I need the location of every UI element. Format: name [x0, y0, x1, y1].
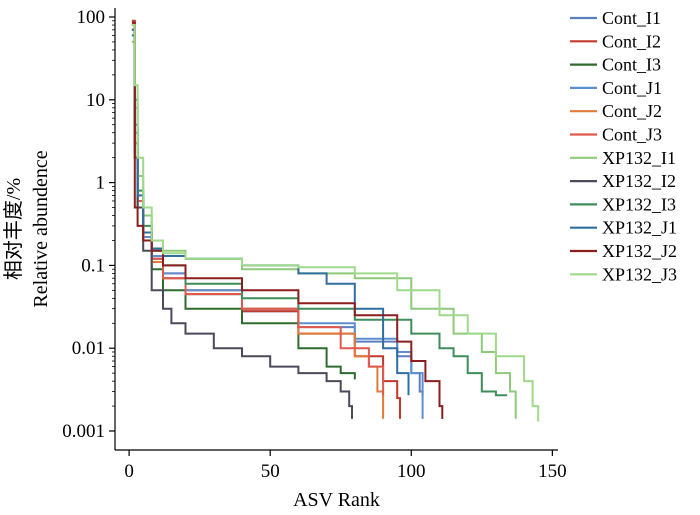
series-line-cont-j3	[131, 21, 385, 396]
y-axis-title-cn: 相对丰度/%	[2, 178, 25, 280]
legend-label: Cont_J2	[602, 101, 662, 121]
legend-label: Cont_J3	[602, 125, 662, 145]
y-tick-label: 0.1	[81, 255, 105, 276]
legend-label: Cont_I3	[602, 55, 661, 75]
x-tick-label: 0	[124, 461, 134, 482]
plot-area	[131, 19, 540, 422]
legend-label: XP132_I1	[602, 148, 676, 168]
series-line-cont-j2	[131, 28, 385, 419]
legend-label: XP132_J1	[602, 218, 677, 238]
legend-label: Cont_I1	[602, 8, 661, 28]
x-tick-label: 150	[538, 461, 567, 482]
y-tick-label: 1	[96, 173, 106, 194]
x-axis-title: ASV Rank	[293, 489, 380, 511]
legend-label: XP132_J2	[602, 241, 677, 261]
legend-label: Cont_I2	[602, 31, 661, 51]
y-axis: 0.001 0.01 0.1 1 10 100	[62, 7, 116, 450]
series-line-xp132-j2	[131, 21, 444, 419]
series-line-cont-i2	[131, 19, 401, 419]
y-tick-label: 100	[77, 7, 106, 28]
series-line-cont-i1	[131, 34, 424, 396]
series-line-xp132-i3	[131, 34, 508, 397]
y-axis-title-en: Relative abundence	[30, 150, 52, 307]
y-tick-label: 0.01	[72, 338, 105, 359]
y-tick-label: 0.001	[62, 421, 105, 442]
legend-label: Cont_J1	[602, 78, 662, 98]
series-line-xp132-j1	[131, 28, 410, 396]
x-axis: 0 50 100 150	[115, 449, 567, 482]
y-tick-label: 10	[86, 90, 105, 111]
series-line-cont-j1	[131, 24, 424, 419]
legend-label: XP132_I3	[602, 194, 676, 214]
series-line-xp132-i2	[131, 24, 353, 419]
x-tick-label: 50	[261, 461, 280, 482]
x-tick-label: 100	[397, 461, 426, 482]
legend: Cont_I1 Cont_I2 Cont_I3 Cont_J1 Cont_J2 Cont_…	[570, 8, 677, 284]
legend-label: XP132_J3	[602, 264, 677, 284]
legend-label: XP132_I2	[602, 171, 676, 191]
series-line-xp132-j3	[131, 24, 540, 422]
series-line-xp132-i1	[131, 40, 517, 419]
